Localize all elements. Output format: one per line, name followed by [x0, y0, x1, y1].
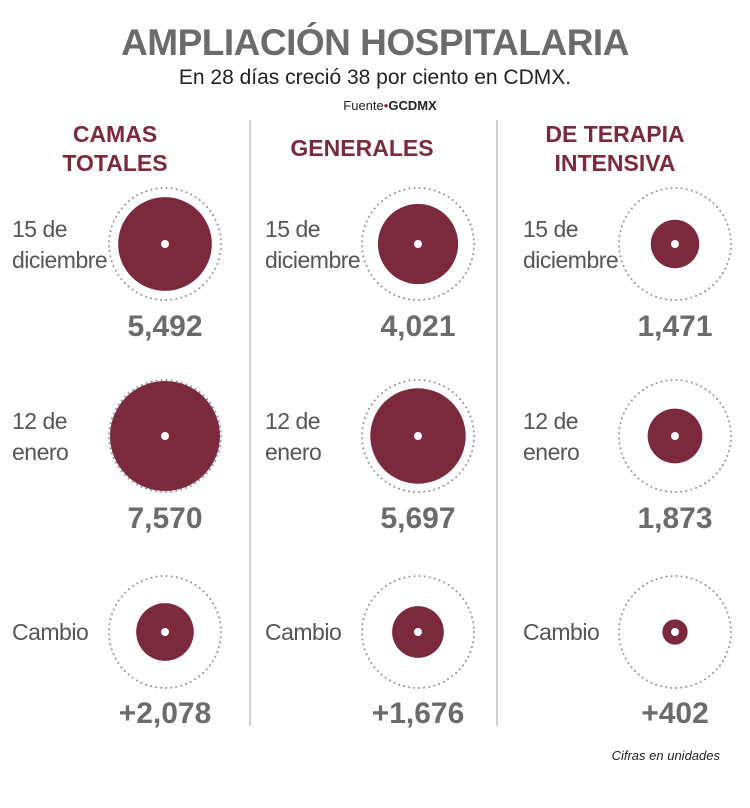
reference-circle [108, 187, 222, 301]
value-label: 1,873 [637, 502, 713, 535]
row-label-line1: 15 de [12, 216, 68, 242]
value-label: 1,471 [637, 310, 713, 343]
row-label-line1: Cambio [265, 619, 342, 645]
column-divider [496, 120, 498, 726]
row-label-line1: 12 de [265, 408, 321, 434]
row-label-line2: diciembre [12, 247, 108, 273]
row-label: 15 de diciembre [265, 214, 361, 276]
row-label: 12 de enero [523, 406, 580, 468]
reference-circle [108, 575, 222, 689]
source-name: GCDMX [388, 98, 437, 113]
center-dot [671, 240, 679, 248]
column-header: DE TERAPIA INTENSIVA [495, 120, 735, 178]
row-label-line1: Cambio [523, 619, 600, 645]
row-label-line2: enero [12, 439, 69, 465]
row-label: 15 de diciembre [12, 214, 108, 276]
row-label: Cambio [12, 617, 89, 648]
center-dot [414, 628, 422, 636]
reference-circle [361, 187, 475, 301]
units-note: Cifras en unidades [611, 748, 720, 763]
bullet-icon: • [383, 98, 389, 113]
reference-circle [618, 187, 732, 301]
reference-circle [618, 379, 732, 493]
value-label: 5,492 [127, 310, 203, 343]
row-label-line1: 15 de [523, 216, 579, 242]
reference-circle [361, 575, 475, 689]
value-label: +402 [641, 697, 709, 730]
column-header-line1: CAMAS [72, 121, 158, 147]
subtitle: En 28 días creció 38 por ciento en CDMX. [178, 66, 572, 89]
row-label-line1: 12 de [12, 408, 68, 434]
row-label-line2: enero [265, 439, 322, 465]
column-header-line2: TOTALES [62, 150, 168, 176]
source-label: Fuente [343, 98, 384, 113]
column-header-line2: INTENSIVA [554, 150, 676, 176]
row-label: 15 de diciembre [523, 214, 619, 276]
row-label: 12 de enero [265, 406, 322, 468]
row-label-line2: enero [523, 439, 580, 465]
center-dot [414, 432, 422, 440]
value-label: 4,021 [380, 310, 456, 343]
value-label: 7,570 [127, 502, 203, 535]
column-header: CAMAS TOTALES [0, 120, 235, 178]
center-dot [671, 628, 679, 636]
column-header: GENERALES [242, 134, 482, 163]
row-label-line2: diciembre [523, 247, 619, 273]
row-label-line2: diciembre [265, 247, 361, 273]
row-label-line1: Cambio [12, 619, 89, 645]
column-header-line1: DE TERAPIA [545, 121, 685, 147]
row-label-line1: 15 de [265, 216, 321, 242]
reference-circle [108, 379, 222, 493]
value-label: +2,078 [118, 697, 212, 730]
row-label: Cambio [523, 617, 600, 648]
title: AMPLIACIÓN HOSPITALARIA [121, 22, 629, 63]
center-dot [414, 240, 422, 248]
column-header-line1: GENERALES [290, 135, 434, 161]
row-label: Cambio [265, 617, 342, 648]
reference-circle [361, 379, 475, 493]
center-dot [671, 432, 679, 440]
reference-circle [618, 575, 732, 689]
center-dot [161, 240, 169, 248]
source: Fuente•GCDMX [0, 98, 750, 113]
value-label: +1,676 [371, 697, 465, 730]
value-label: 5,697 [380, 502, 456, 535]
center-dot [161, 432, 169, 440]
row-label-line1: 12 de [523, 408, 579, 434]
center-dot [161, 628, 169, 636]
row-label: 12 de enero [12, 406, 69, 468]
column-divider [249, 120, 251, 726]
